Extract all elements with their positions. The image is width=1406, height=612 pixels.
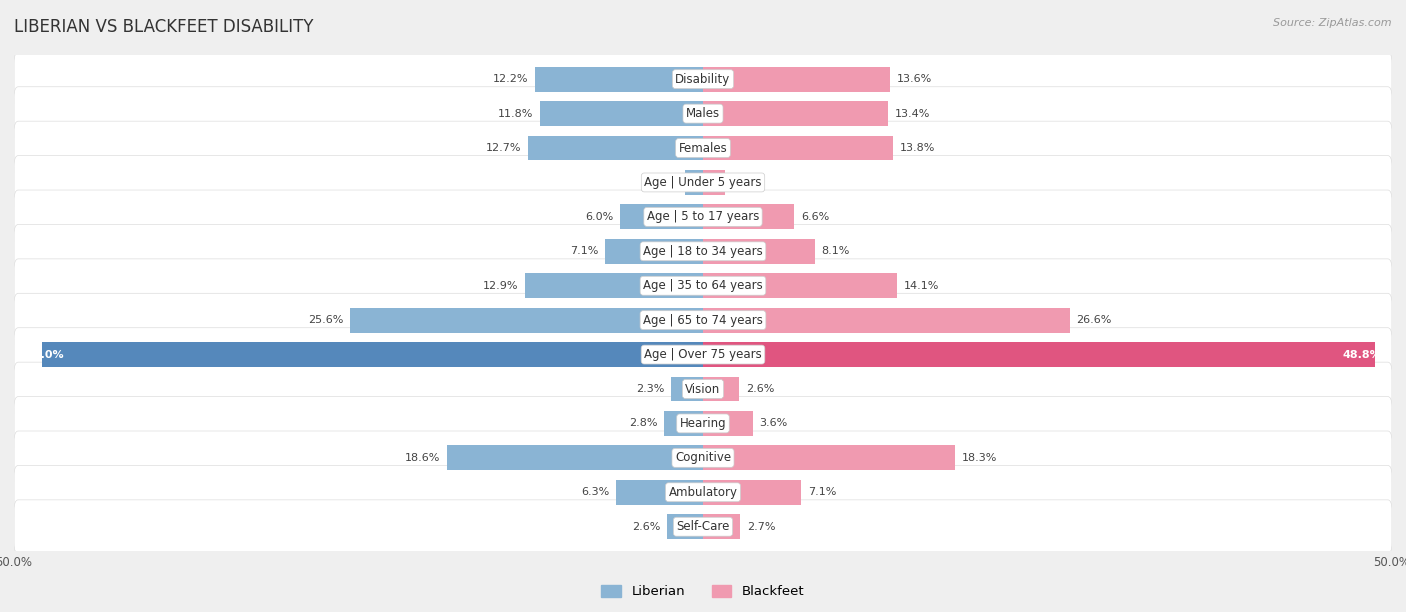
Text: Self-Care: Self-Care [676,520,730,533]
Bar [616,480,703,505]
Bar [703,411,752,436]
Bar [703,308,1070,332]
Bar [620,204,703,230]
FancyBboxPatch shape [14,397,1392,450]
Bar [703,136,893,160]
Text: Cognitive: Cognitive [675,452,731,465]
Text: 8.1%: 8.1% [821,246,849,256]
Text: 6.0%: 6.0% [585,212,613,222]
FancyBboxPatch shape [14,259,1392,313]
Bar [605,239,703,264]
Text: 13.8%: 13.8% [900,143,935,153]
Bar [534,67,703,92]
Text: 3.6%: 3.6% [759,419,787,428]
FancyBboxPatch shape [14,87,1392,140]
Text: Disability: Disability [675,73,731,86]
Bar [703,67,890,92]
Text: 1.3%: 1.3% [650,177,678,187]
Legend: Liberian, Blackfeet: Liberian, Blackfeet [596,580,810,603]
Text: 18.6%: 18.6% [405,453,440,463]
Bar [703,170,725,195]
Text: 25.6%: 25.6% [308,315,343,325]
Bar [703,480,801,505]
Bar [703,204,794,230]
Text: 6.3%: 6.3% [581,487,609,498]
Text: 14.1%: 14.1% [904,281,939,291]
Text: 7.1%: 7.1% [807,487,837,498]
Text: 11.8%: 11.8% [498,108,533,119]
Bar [665,411,703,436]
FancyBboxPatch shape [14,225,1392,278]
Text: Source: ZipAtlas.com: Source: ZipAtlas.com [1274,18,1392,28]
Bar [703,376,738,401]
Text: 1.6%: 1.6% [733,177,761,187]
Bar [42,342,703,367]
Bar [540,101,703,126]
Text: 2.6%: 2.6% [631,521,661,532]
Bar [703,239,814,264]
Bar [668,514,703,539]
Text: 2.3%: 2.3% [636,384,665,394]
Text: Age | 5 to 17 years: Age | 5 to 17 years [647,211,759,223]
Text: 48.8%: 48.8% [1343,349,1381,360]
FancyBboxPatch shape [14,293,1392,347]
Text: Hearing: Hearing [679,417,727,430]
Bar [671,376,703,401]
FancyBboxPatch shape [14,53,1392,106]
FancyBboxPatch shape [14,500,1392,554]
Text: 48.0%: 48.0% [25,349,63,360]
Text: Males: Males [686,107,720,120]
Text: Vision: Vision [685,382,721,395]
Bar [703,446,955,470]
FancyBboxPatch shape [14,431,1392,485]
Bar [447,446,703,470]
FancyBboxPatch shape [14,190,1392,244]
Text: Age | Over 75 years: Age | Over 75 years [644,348,762,361]
Text: Ambulatory: Ambulatory [668,486,738,499]
FancyBboxPatch shape [14,465,1392,519]
Text: 12.7%: 12.7% [485,143,522,153]
Text: Age | 18 to 34 years: Age | 18 to 34 years [643,245,763,258]
Text: 12.9%: 12.9% [482,281,519,291]
Text: 18.3%: 18.3% [962,453,997,463]
Text: 2.8%: 2.8% [628,419,658,428]
Text: 6.6%: 6.6% [801,212,830,222]
Text: 7.1%: 7.1% [569,246,599,256]
Text: Age | 65 to 74 years: Age | 65 to 74 years [643,314,763,327]
Bar [529,136,703,160]
FancyBboxPatch shape [14,362,1392,416]
Bar [703,514,740,539]
Text: 2.7%: 2.7% [747,521,776,532]
FancyBboxPatch shape [14,121,1392,175]
Text: 13.6%: 13.6% [897,74,932,84]
Bar [703,342,1375,367]
Text: 13.4%: 13.4% [894,108,929,119]
FancyBboxPatch shape [14,328,1392,381]
Bar [685,170,703,195]
Text: 2.6%: 2.6% [745,384,775,394]
Text: Age | 35 to 64 years: Age | 35 to 64 years [643,279,763,292]
Text: Females: Females [679,141,727,154]
Bar [703,101,887,126]
Bar [703,274,897,298]
Text: 26.6%: 26.6% [1077,315,1112,325]
Bar [350,308,703,332]
Bar [526,274,703,298]
FancyBboxPatch shape [14,155,1392,209]
Text: Age | Under 5 years: Age | Under 5 years [644,176,762,189]
Text: 12.2%: 12.2% [492,74,529,84]
Text: LIBERIAN VS BLACKFEET DISABILITY: LIBERIAN VS BLACKFEET DISABILITY [14,18,314,36]
